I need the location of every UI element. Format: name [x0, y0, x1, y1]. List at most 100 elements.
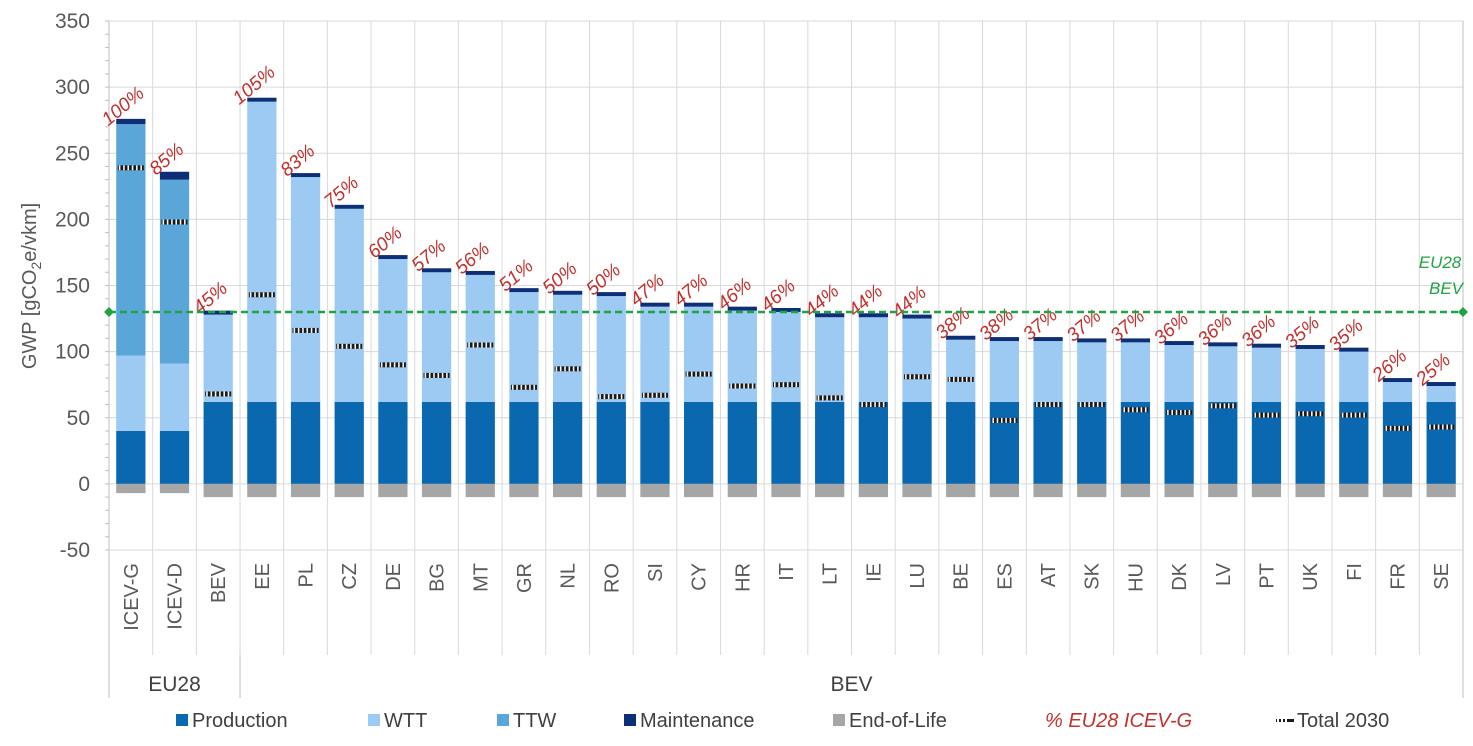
total-marker-gap [1433, 424, 1436, 430]
bar-maintenance-EE [247, 97, 277, 102]
total-marker-gap [651, 392, 654, 398]
total-marker-gap [254, 292, 256, 298]
total-marker-gap [1057, 402, 1060, 408]
x-tick-label-NL: NL [558, 563, 580, 589]
bar-maintenance-FR [1382, 378, 1413, 383]
total-marker-gap [690, 371, 693, 377]
total-marker-bar [1209, 403, 1236, 409]
total-marker-bar [205, 391, 232, 397]
legend-swatch-total-gap [1281, 719, 1283, 722]
bar-wtt-EE [247, 101, 277, 402]
bar-eol-UK [1295, 483, 1325, 498]
bar-production-MT [465, 401, 495, 484]
total-marker-bar [554, 366, 581, 372]
total-marker-gap [358, 343, 361, 349]
legend-production: Production [192, 710, 288, 732]
total-marker-gap [1179, 409, 1182, 415]
total-marker-gap [1389, 425, 1392, 431]
total-marker-gap [380, 362, 383, 368]
x-tick-label-IT: IT [776, 563, 798, 581]
total-marker-gap [127, 165, 130, 171]
total-marker-gap [1363, 412, 1365, 418]
total-marker-bar [1297, 411, 1324, 417]
total-marker-gap [1346, 412, 1348, 418]
total-marker-bar [1122, 407, 1149, 413]
total-marker-gap [441, 372, 444, 378]
total-marker-gap [953, 376, 955, 382]
legend-wtt: WTT [384, 710, 427, 732]
bar-maintenance-SE [1426, 382, 1456, 387]
total-marker-gap [1048, 402, 1051, 408]
x-tick-label-SI: SI [645, 563, 667, 582]
bar-maintenance-PL [290, 173, 321, 178]
total-marker-gap [118, 165, 121, 171]
y-tick-label: 200 [55, 208, 90, 231]
total-marker-gap [1437, 424, 1440, 430]
y-axis: 350 300 250 200 150 100 50 0 -50 [55, 10, 109, 562]
x-tick-label-ICEV-D: ICEV-D [165, 563, 187, 630]
total-marker-gap [751, 383, 754, 389]
total-marker-bar [1035, 402, 1062, 408]
reference-marker-left [104, 306, 114, 317]
total-2030-HR [729, 383, 756, 389]
bar-production-HR [727, 401, 757, 484]
y-tick-label: 150 [55, 275, 90, 298]
x-tick-label-UK: UK [1300, 562, 1322, 590]
total-marker-gap [1044, 402, 1047, 408]
bar-maintenance-AT [1033, 337, 1063, 342]
total-2030-RO [598, 394, 625, 400]
total-marker-gap [1232, 403, 1234, 409]
y-tick-label: 350 [55, 10, 90, 33]
total-2030-PT [1253, 412, 1280, 418]
total-2030-DE [379, 362, 406, 368]
bar-production-LT [815, 401, 845, 484]
total-marker-bar [379, 362, 406, 368]
bar-eol-PL [290, 483, 321, 498]
total-marker-gap [472, 342, 475, 348]
total-marker-gap [922, 374, 924, 380]
bar-eol-RO [596, 483, 626, 498]
bar-eol-HR [727, 483, 757, 498]
legend-swatch-eol [833, 714, 845, 726]
total-marker-gap [1013, 417, 1016, 423]
x-tick-label-ICEV-G: ICEV-G [121, 563, 143, 631]
bar-wtt-BEV [203, 314, 233, 402]
bar-eol-NL [552, 483, 583, 498]
total-marker-gap [607, 394, 610, 400]
legend-swatch-total-gap [1277, 719, 1279, 722]
total-marker-gap [398, 362, 400, 368]
bar-production-NL [552, 401, 583, 484]
total-marker-gap [258, 292, 261, 298]
y-tick-label: 300 [55, 76, 90, 99]
total-marker-gap [826, 395, 828, 401]
bar-wtt-GR [509, 292, 539, 402]
bar-maintenance-ES [989, 337, 1020, 342]
bar-eol-EE [247, 483, 277, 498]
bar-production-BE [946, 401, 976, 484]
total-marker-gap [476, 342, 479, 348]
total-2030-markers [117, 165, 1455, 431]
total-marker-gap [1009, 417, 1012, 423]
total-marker-gap [1084, 402, 1086, 408]
bar-maintenance-HU [1120, 338, 1151, 343]
bar-maintenance-CZ [334, 204, 364, 209]
bar-wtt-PT [1251, 347, 1282, 402]
y-axis-label: GWP [gCO2e/vkm] [19, 203, 44, 369]
bar-eol-FI [1339, 483, 1369, 498]
total-marker-gap [970, 376, 972, 382]
total-marker-gap [1053, 402, 1055, 408]
x-axis: ICEV-G ICEV-D BEV EE PL CZ DE BG MT GR NL RO SI CY HR I… [121, 562, 1453, 696]
total-2030-BEV [205, 391, 232, 397]
total-marker-bar [510, 384, 537, 390]
total-marker-gap [992, 417, 994, 423]
total-2030-EE [248, 292, 275, 298]
total-marker-bar [641, 392, 668, 398]
total-2030-AT [1035, 402, 1062, 408]
total-marker-gap [1429, 424, 1431, 430]
bar-production-DE [378, 401, 408, 484]
total-marker-gap [1385, 425, 1388, 431]
legend-pct-icev: % EU28 ICEV-G [1045, 710, 1192, 732]
y-tick-label: 100 [55, 341, 90, 364]
total-marker-bar [904, 374, 931, 380]
total-marker-gap [747, 383, 750, 389]
